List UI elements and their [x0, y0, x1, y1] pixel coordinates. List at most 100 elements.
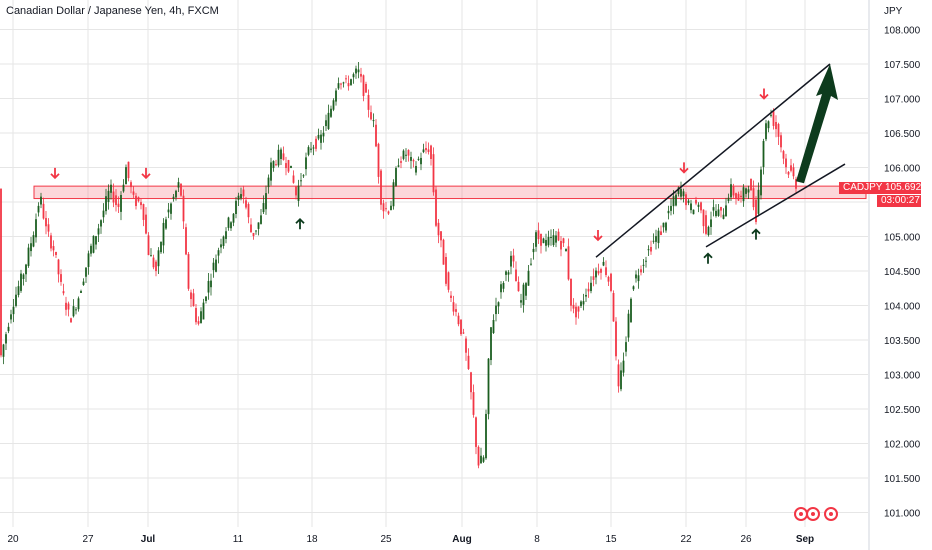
- candle-body: [132, 191, 135, 195]
- candle-body: [687, 200, 690, 203]
- candle-body: [530, 263, 532, 265]
- candle-body: [20, 273, 22, 291]
- candle-body: [90, 245, 92, 254]
- candle-body: [437, 222, 440, 236]
- candle-body: [170, 203, 172, 214]
- price-tick-label: 102.500: [884, 405, 921, 416]
- candle-body: [50, 235, 52, 249]
- candle-body: [182, 195, 185, 222]
- candle-body: [122, 184, 125, 192]
- candle-body: [237, 195, 240, 200]
- candle-body: [412, 160, 415, 162]
- candle-body: [537, 230, 540, 240]
- time-tick-label: 26: [740, 534, 752, 545]
- candle-body: [215, 259, 217, 272]
- candle-body: [370, 112, 372, 120]
- candle-body: [395, 168, 397, 186]
- time-tick-label: 20: [7, 534, 19, 545]
- candle-body: [655, 236, 657, 242]
- candle-body: [272, 161, 275, 169]
- candle-body: [767, 121, 770, 129]
- candle-body: [300, 180, 302, 182]
- candle-body: [10, 314, 12, 320]
- candle-body: [32, 235, 35, 247]
- candle-body: [387, 211, 390, 214]
- candle-body: [685, 194, 687, 206]
- candle-body: [197, 321, 200, 324]
- trend-lines[interactable]: [595, 63, 846, 258]
- candle-body: [472, 392, 475, 415]
- candle-body: [82, 281, 85, 285]
- candle-body: [285, 163, 287, 169]
- candle-body: [192, 293, 195, 307]
- candle-body: [702, 209, 705, 227]
- price-tick-label: 101.000: [884, 509, 921, 520]
- candle-body: [377, 143, 380, 177]
- candle-body: [752, 188, 755, 208]
- candle-body: [467, 355, 470, 369]
- channel-upper-line: [595, 63, 831, 258]
- candle-body: [12, 306, 15, 315]
- candle-body: [652, 240, 655, 242]
- candle-body: [545, 240, 547, 246]
- candle-body: [575, 306, 577, 318]
- candle-body: [27, 247, 30, 266]
- candle-body: [177, 182, 180, 188]
- candle-body: [507, 272, 510, 275]
- candle-body: [647, 249, 650, 251]
- price-tick-label: 107.500: [884, 60, 921, 71]
- candle-body: [402, 150, 405, 159]
- candle-body: [780, 135, 782, 148]
- candle-body: [590, 282, 592, 292]
- candle-body: [697, 204, 700, 207]
- candle-body: [390, 205, 392, 211]
- candle-body: [620, 370, 622, 390]
- candle-body: [725, 205, 727, 217]
- candle-body: [562, 238, 565, 244]
- candle-body: [230, 222, 232, 229]
- candle-body: [275, 164, 277, 166]
- candle-body: [480, 455, 482, 464]
- candle-body: [440, 231, 442, 241]
- candle-body: [320, 134, 322, 143]
- candle-body: [597, 270, 600, 274]
- grid: [0, 0, 868, 527]
- candle-body: [382, 203, 385, 212]
- candle-body: [617, 364, 620, 387]
- candle-body: [487, 358, 490, 415]
- signal-arrows: [50, 88, 769, 264]
- candle-body: [500, 284, 502, 293]
- candle-body: [0, 189, 2, 356]
- candle-body: [577, 306, 580, 312]
- candle-body: [450, 295, 452, 298]
- candle-body: [445, 257, 447, 284]
- candle-body: [777, 124, 780, 137]
- candle-body: [87, 253, 90, 268]
- candle-body: [785, 158, 787, 168]
- candles: [0, 61, 797, 469]
- candle-body: [147, 235, 150, 256]
- candle-body: [380, 170, 382, 205]
- candle-body: [45, 218, 47, 227]
- candle-body: [392, 182, 395, 207]
- channel-lower-line: [705, 163, 846, 248]
- record-icon[interactable]: [824, 507, 838, 521]
- candle-body: [345, 78, 347, 80]
- play-icon[interactable]: [806, 507, 820, 521]
- candle-body: [175, 190, 177, 198]
- candle-body: [550, 236, 552, 238]
- price-tick-label: 104.500: [884, 267, 921, 278]
- candle-body: [565, 249, 567, 252]
- candle-body: [145, 214, 147, 234]
- candle-body: [180, 183, 182, 196]
- candle-body: [795, 179, 797, 189]
- candle-body: [712, 207, 715, 211]
- candle-body: [682, 191, 685, 197]
- candle-body: [260, 215, 262, 224]
- candle-body: [477, 446, 480, 466]
- candle-body: [277, 149, 280, 166]
- candle-body: [482, 457, 485, 462]
- candle-body: [217, 250, 220, 256]
- candle-body: [265, 193, 267, 210]
